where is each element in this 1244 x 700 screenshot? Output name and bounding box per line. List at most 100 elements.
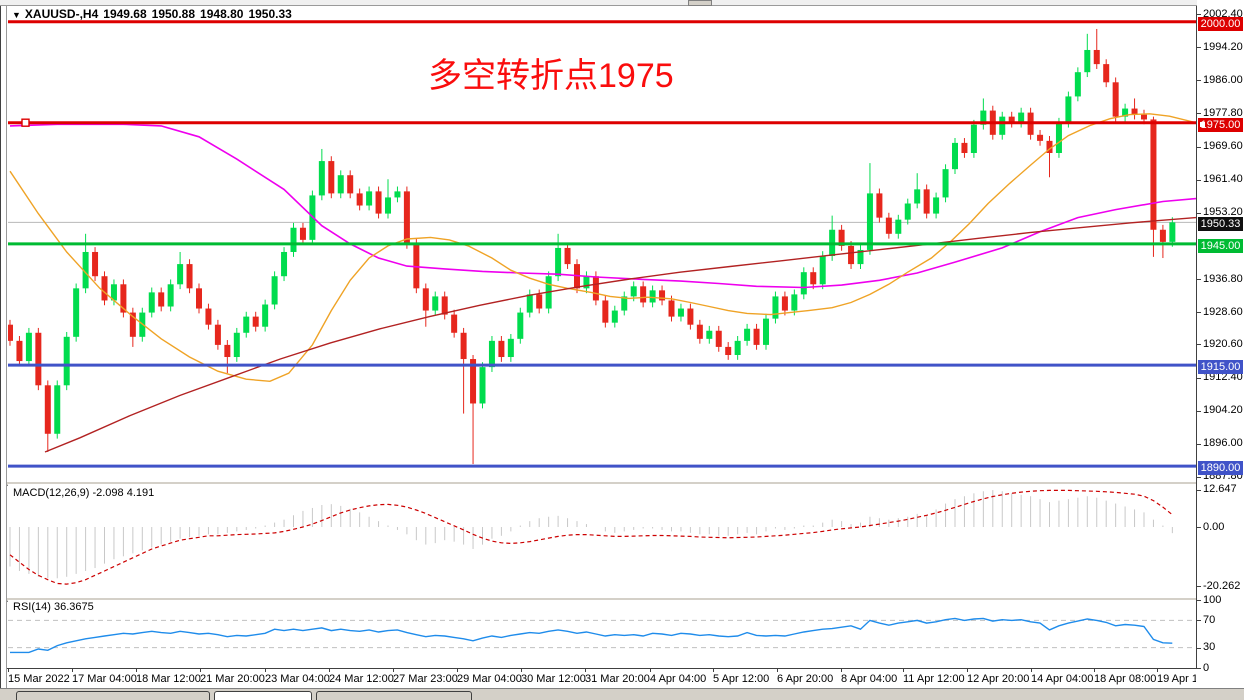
candle-body <box>82 251 89 289</box>
candle-body <box>470 359 477 404</box>
price-tick-mark <box>1197 443 1201 445</box>
time-axis-tick <box>777 669 778 672</box>
candle-body <box>781 296 788 311</box>
candle-body <box>895 219 902 234</box>
time-axis-tick <box>457 669 458 672</box>
price-tick-label: 1994.20 <box>1203 40 1243 53</box>
time-axis-tick <box>967 669 968 672</box>
time-axis-tick <box>585 669 586 672</box>
rsi-canvas[interactable] <box>8 600 1196 668</box>
candle-body <box>1084 49 1091 73</box>
time-axis-tick <box>841 669 842 672</box>
window-splitter-handle[interactable] <box>688 0 712 6</box>
time-axis-tick <box>903 669 904 672</box>
time-axis-tick <box>650 669 651 672</box>
candle-body <box>205 308 212 325</box>
time-axis-tick <box>1157 669 1158 672</box>
candle-body <box>16 340 23 362</box>
macd-histogram <box>9 490 1173 579</box>
price-tick-mark <box>1197 146 1201 148</box>
candle-body <box>838 229 845 246</box>
candle-body <box>640 286 647 303</box>
candle-body <box>734 340 741 355</box>
price-tick-mark <box>1197 113 1201 115</box>
candle-body <box>214 324 221 345</box>
price-chart-canvas[interactable] <box>8 6 1196 481</box>
time-axis-label: 11 Apr 12:00 <box>903 673 965 685</box>
rsi-label: RSI(14) 36.3675 <box>13 601 94 613</box>
candle-body <box>687 308 694 325</box>
price-tick-mark <box>1197 212 1201 214</box>
ohlc-high: 1950.88 <box>151 7 196 21</box>
time-axis-tick <box>8 669 9 672</box>
ohlc-open: 1949.68 <box>103 7 147 21</box>
candle-body <box>1141 114 1147 120</box>
symbol-label: XAUUSD-,H4 <box>24 7 99 21</box>
candle-body <box>167 284 174 307</box>
macd-axis-tick <box>1197 527 1201 528</box>
candle-body <box>630 286 637 297</box>
time-axis-label: 23 Mar 04:00 <box>265 673 330 685</box>
candle-body <box>129 312 136 337</box>
time-axis-separator <box>7 668 1244 669</box>
time-axis-label: 21 Mar 20:00 <box>200 673 265 685</box>
candle-body <box>101 276 108 301</box>
level-anchor-square[interactable] <box>21 118 30 127</box>
rsi-axis-tick <box>1197 600 1201 601</box>
candle-body <box>819 256 826 285</box>
time-axis-tick <box>72 669 73 672</box>
rsi-axis-label: 0 <box>1203 661 1210 674</box>
candle-body <box>1131 108 1138 115</box>
candle-body <box>110 284 117 301</box>
price-chart-panel <box>8 6 1196 481</box>
candle-body <box>763 318 769 345</box>
candle-body <box>536 294 543 309</box>
candle-body <box>1112 82 1119 117</box>
macd-axis-tick <box>1197 489 1201 491</box>
macd-panel <box>8 484 1196 597</box>
candle-body <box>583 276 590 289</box>
price-tick-mark <box>1197 344 1201 346</box>
ma-mid-orange <box>9 113 1196 383</box>
candle-body <box>1169 222 1176 242</box>
price-tick-label: 1904.20 <box>1203 404 1243 417</box>
badge-anchor-icon <box>1200 121 1205 127</box>
candle-body <box>73 288 80 337</box>
rsi-axis-tick <box>1197 647 1201 649</box>
candle-body <box>1093 49 1100 65</box>
candle-body <box>980 110 987 125</box>
price-tick-label: 1977.80 <box>1203 106 1243 119</box>
rsi-axis-label: 100 <box>1203 593 1222 606</box>
chart-tab-1[interactable] <box>16 691 210 700</box>
window-left-border-inner <box>6 6 7 688</box>
time-axis-label: 31 Mar 20:00 <box>585 673 650 685</box>
candle-body <box>555 247 562 277</box>
candle-body <box>1018 112 1025 123</box>
time-axis-label: 17 Mar 04:00 <box>72 673 137 685</box>
symbol-dropdown-icon[interactable]: ▼ <box>12 10 21 20</box>
chart-tab-2-active[interactable] <box>214 691 312 700</box>
candle-body <box>914 189 921 204</box>
candle-body <box>356 193 363 206</box>
price-tick-label: 1936.80 <box>1203 272 1243 285</box>
candle-body <box>611 310 618 323</box>
window-top-strip <box>0 0 1244 6</box>
time-axis[interactable]: 15 Mar 2022 17 Mar 04:00 18 Mar 12:00 21 Ma… <box>7 669 1196 688</box>
price-tick-label: 1920.60 <box>1203 337 1243 350</box>
chart-tab-3[interactable] <box>316 691 472 700</box>
candle-body <box>866 193 873 250</box>
candle-body <box>753 328 760 345</box>
price-tick-mark <box>1197 312 1201 314</box>
candle-body <box>885 217 892 234</box>
chart-title: ▼ XAUUSD-,H4 1949.68 1950.88 1948.80 1950.33 <box>12 7 297 21</box>
time-axis-tick <box>393 669 394 672</box>
macd-canvas[interactable] <box>8 484 1196 597</box>
macd-axis-label: 0.00 <box>1203 520 1225 533</box>
price-axis[interactable]: 2002.40 1994.20 1986.00 1977.80 1969.60 1961.… <box>1197 0 1244 688</box>
price-tick-label: 1928.60 <box>1203 305 1243 318</box>
candle-body <box>592 276 599 301</box>
candle-body <box>999 116 1006 135</box>
candle-body <box>186 264 193 289</box>
chart-tab-bar <box>0 688 1244 700</box>
